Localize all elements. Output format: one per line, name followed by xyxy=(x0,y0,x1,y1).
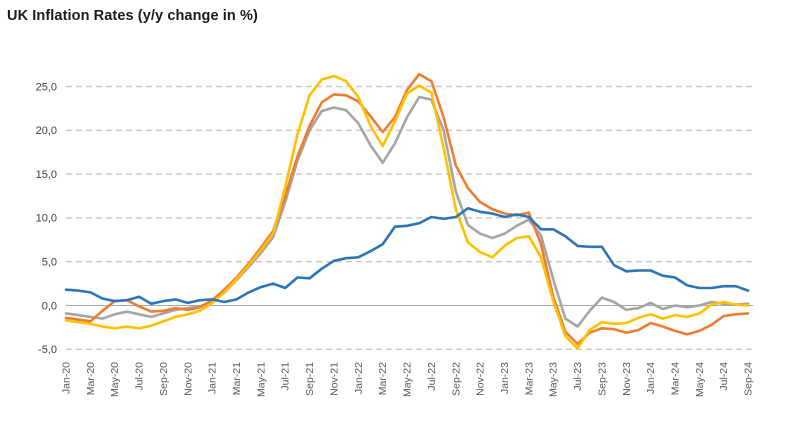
x-axis-tick-label: Jul-20 xyxy=(134,362,146,391)
x-axis-tick-label: Mar-22 xyxy=(377,362,389,395)
x-axis-tick-label: Jan-22 xyxy=(353,362,365,394)
x-axis-tick-label: May-24 xyxy=(694,362,706,397)
x-axis-tick-label: Mar-21 xyxy=(231,362,243,395)
x-axis-tick-label: Jan-21 xyxy=(207,362,219,394)
orange-series-line xyxy=(64,72,750,346)
x-axis-tick-label: Nov-20 xyxy=(182,362,194,396)
x-axis-tick-label: Jul-24 xyxy=(718,362,730,391)
y-axis-tick-label: 10,0 xyxy=(36,213,57,225)
chart-title: UK Inflation Rates (y/y change in %) xyxy=(7,8,258,24)
y-axis-tick-label: 5,0 xyxy=(42,257,57,269)
x-axis-tick-label: Nov-23 xyxy=(621,362,633,396)
x-axis-tick-label: Mar-20 xyxy=(85,362,97,395)
x-axis-tick-label: Nov-21 xyxy=(328,362,340,396)
gray-series-line xyxy=(64,95,750,328)
x-axis-tick-label: Nov-22 xyxy=(475,362,487,396)
y-axis-tick-label: 20,0 xyxy=(36,125,57,137)
x-axis-tick-label: May-23 xyxy=(548,362,560,397)
x-axis-tick-label: Jul-22 xyxy=(426,362,438,391)
y-axis-tick-label: 25,0 xyxy=(36,81,57,93)
y-axis-tick-label: -5,0 xyxy=(38,344,57,356)
x-axis-tick-label: Jul-23 xyxy=(572,362,584,391)
x-axis-tick-label: May-22 xyxy=(402,362,414,397)
x-axis-tick-label: Sep-23 xyxy=(596,362,608,396)
x-axis-tick-label: Jan-23 xyxy=(499,362,511,394)
x-axis-tick-label: Mar-23 xyxy=(523,362,535,395)
x-axis-tick-label: Sep-20 xyxy=(158,362,170,396)
x-axis-tick-label: May-20 xyxy=(109,362,121,397)
yellow-series-line xyxy=(64,74,750,350)
x-axis-tick-label: Jan-24 xyxy=(645,362,657,394)
y-axis-tick-label: 15,0 xyxy=(36,169,57,181)
x-axis-tick-label: Sep-22 xyxy=(450,362,462,396)
x-axis-tick-label: Sep-21 xyxy=(304,362,316,396)
x-axis-tick-label: Sep-24 xyxy=(743,362,755,396)
x-axis-tick-label: Jul-21 xyxy=(280,362,292,391)
x-axis-tick-label: Mar-24 xyxy=(670,362,682,395)
blue-series-line xyxy=(64,207,750,306)
x-axis-tick-label: Jan-20 xyxy=(61,362,73,394)
y-axis-tick-label: 0,0 xyxy=(42,300,57,312)
x-axis-tick-label: May-21 xyxy=(255,362,267,397)
